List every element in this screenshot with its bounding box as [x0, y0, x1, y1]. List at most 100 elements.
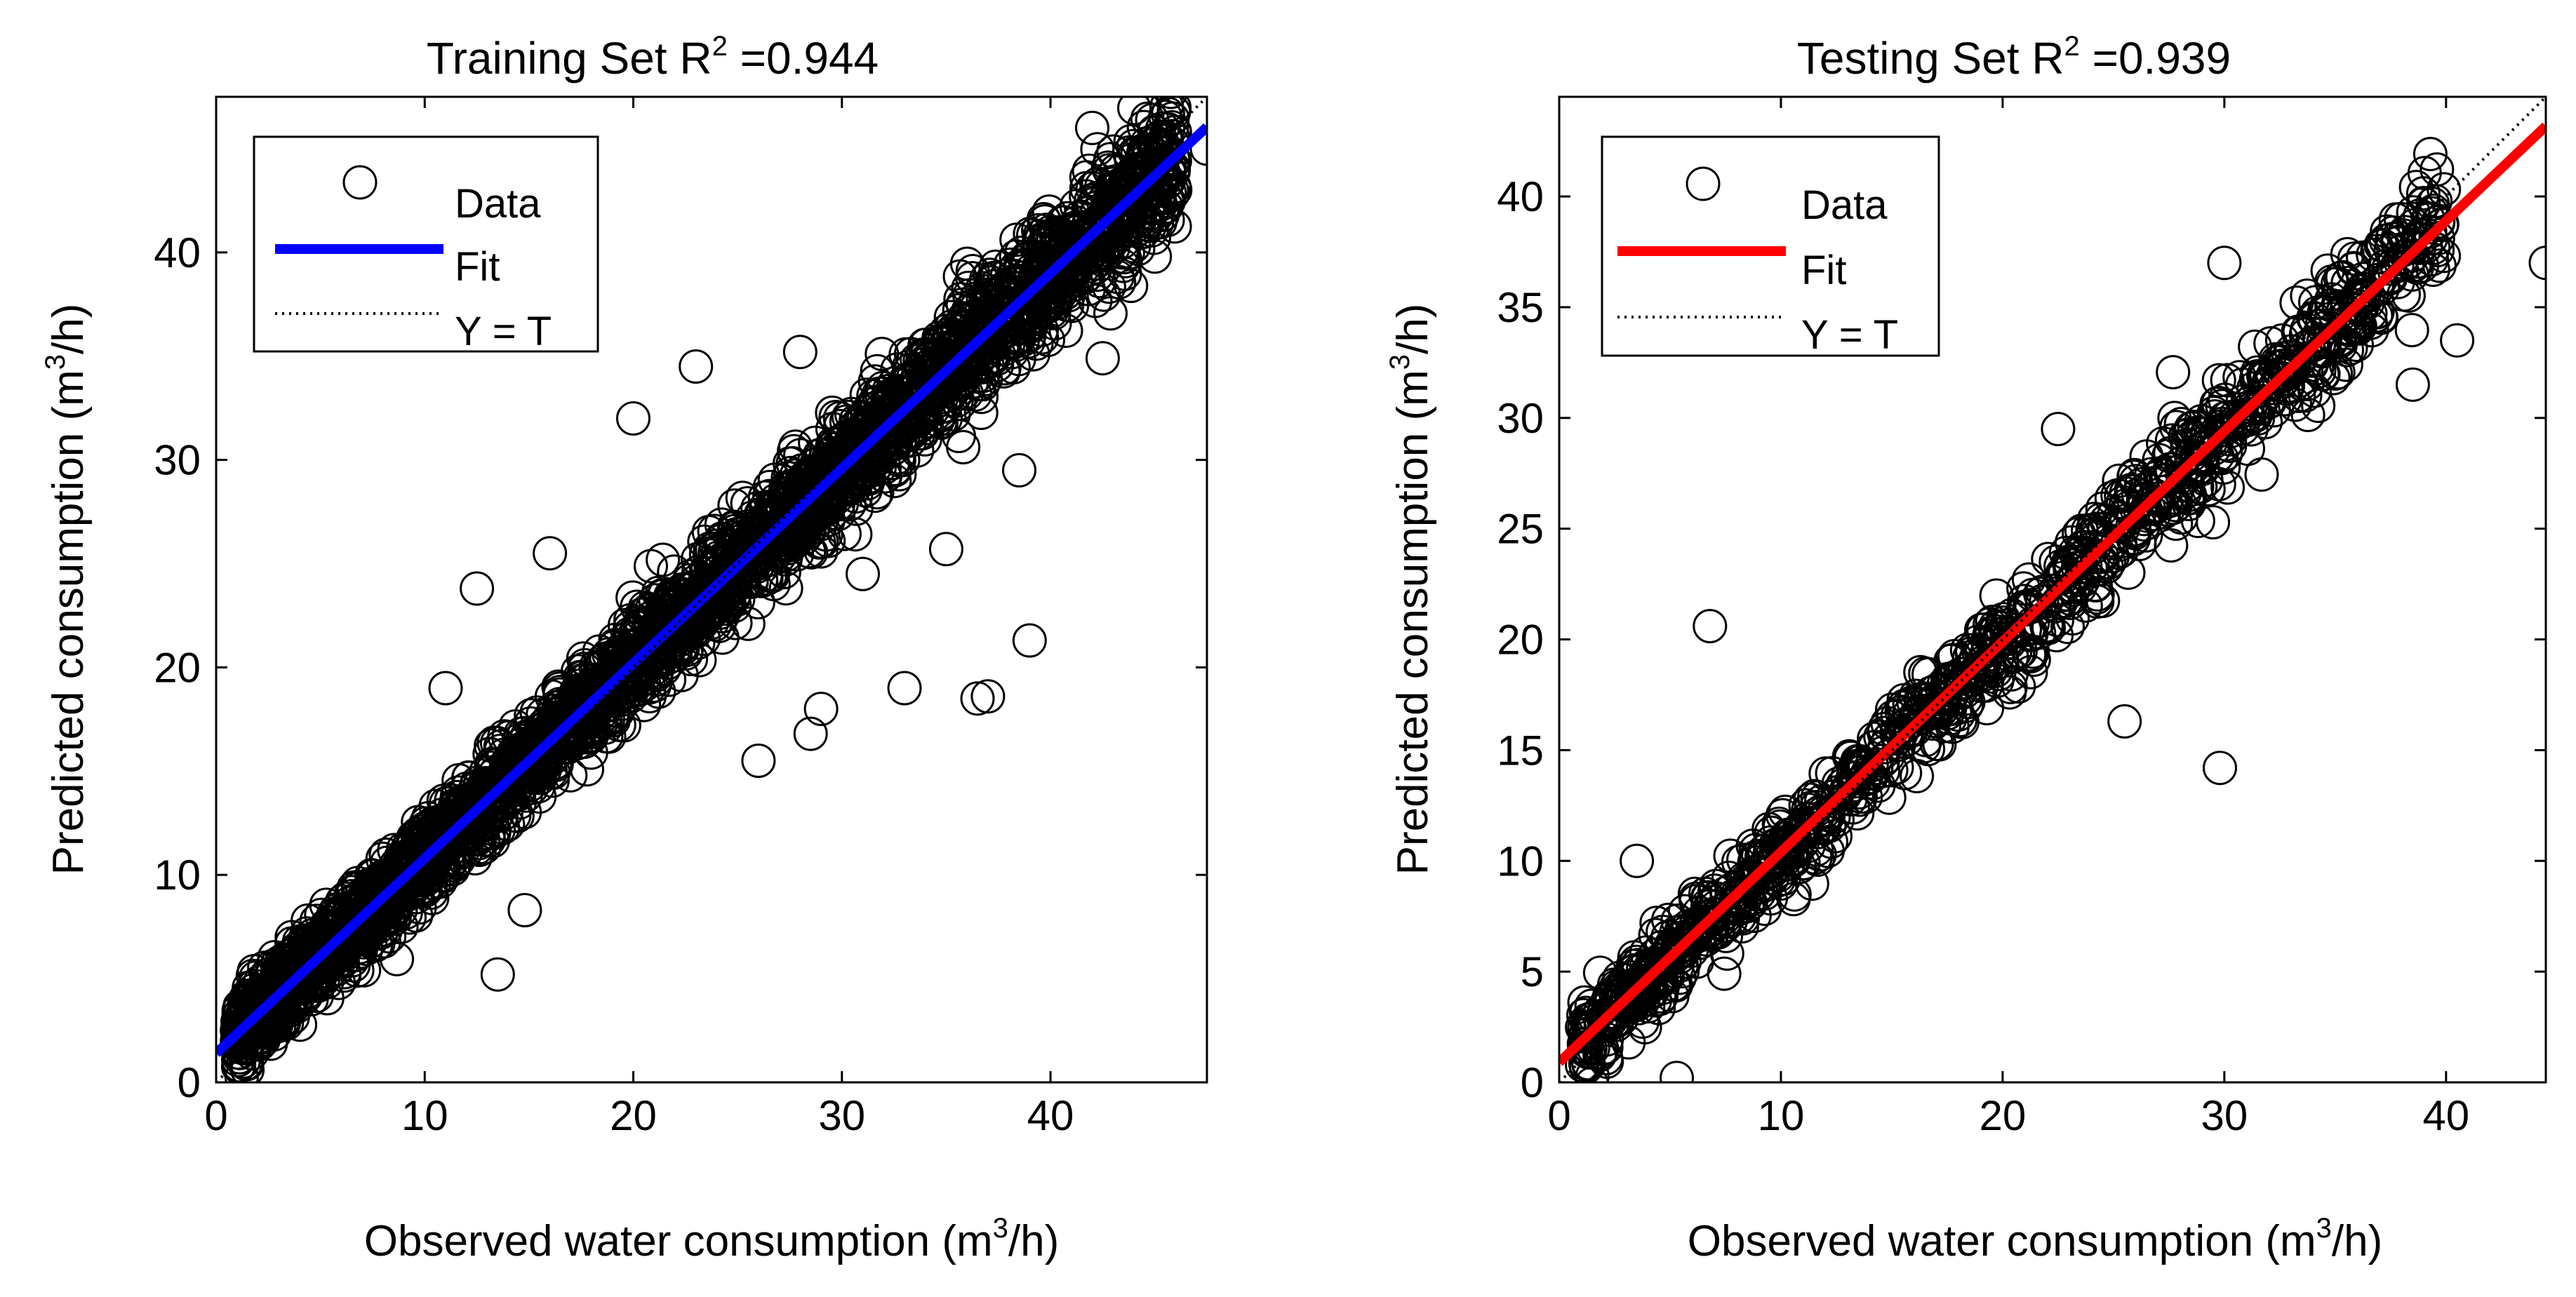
testing-data-point: [2337, 241, 2372, 276]
testing-data-point: [1739, 854, 1774, 889]
training-data-point: [915, 392, 950, 427]
testing-y-axis-label: Predicted consumption (m3/h): [1384, 304, 1437, 875]
testing-data-point: [1747, 892, 1782, 927]
testing-data-point: [2440, 323, 2475, 358]
testing-data-point: [2246, 380, 2281, 415]
training-data-point: [711, 550, 746, 585]
testing-data-point: [2244, 384, 2279, 419]
testing-y-tick-label: 40: [1497, 173, 1544, 220]
training-data-point: [1143, 187, 1178, 222]
training-data-point: [793, 716, 828, 751]
training-data-point: [996, 350, 1031, 385]
training-data-point: [955, 254, 990, 288]
training-data-point: [860, 475, 895, 510]
training-data-point: [803, 692, 839, 727]
training-fit-line: [216, 123, 1207, 1057]
training-data-point: [279, 963, 314, 997]
testing-x-tick-label: 30: [2201, 1092, 2248, 1139]
training-identity-line: [216, 97, 1207, 1082]
training-data-point: [658, 633, 693, 668]
testing-data-point: [2201, 386, 2236, 421]
testing-x-tick-label: 20: [1980, 1092, 2027, 1139]
training-data-point: [989, 258, 1025, 293]
training-data-point: [567, 652, 602, 686]
training-data-point: [507, 893, 542, 927]
testing-data-point: [2338, 288, 2373, 323]
testing-data-point: [2256, 393, 2291, 428]
testing-data-point: [2118, 464, 2154, 499]
training-data-point: [766, 555, 801, 590]
testing-data-point: [2383, 201, 2418, 236]
training-data-point: [533, 700, 568, 735]
testing-lines: [1559, 97, 2546, 1082]
testing-data-point: [1820, 774, 1855, 809]
testing-data-point: [2146, 426, 2181, 461]
testing-data-point: [2281, 344, 2316, 379]
training-data-point: [880, 352, 915, 387]
training-x-tick-label: 40: [1027, 1092, 1074, 1139]
training-data-point: [1039, 285, 1074, 321]
testing-data-point: [2107, 704, 2142, 739]
testing-data-point: [2290, 367, 2325, 402]
training-data-point: [1085, 341, 1120, 376]
training-data-point: [1157, 97, 1192, 125]
training-data-point: [602, 665, 637, 700]
testing-data-point: [1620, 843, 1655, 878]
training-data-point: [1048, 314, 1083, 348]
testing-data-point: [2196, 505, 2231, 539]
training-data-point: [1152, 97, 1175, 101]
testing-data-point: [1602, 960, 1637, 995]
testing-data-point: [1665, 954, 1700, 989]
training-data-point: [376, 876, 411, 910]
training-data-point: [1065, 231, 1100, 266]
training-y-tick-label: 20: [154, 644, 201, 691]
training-data-point: [923, 396, 958, 431]
testing-data-point: [2156, 355, 2191, 390]
testing-data-point: [2279, 285, 2314, 320]
training-data-point: [260, 955, 295, 990]
testing-data-point: [2405, 176, 2441, 211]
testing-plot-frame: [1558, 95, 2547, 1084]
training-legend: Data Fit Y = T: [253, 135, 599, 354]
training-data-point: [811, 502, 846, 537]
training-data-point: [893, 382, 928, 417]
testing-y-tick-label: 10: [1497, 838, 1544, 885]
training-data-point: [970, 679, 1006, 714]
training-data-point: [999, 250, 1034, 285]
testing-data-point: [1693, 609, 1728, 644]
training-data-point: [1151, 112, 1186, 147]
testing-data-point: [1859, 751, 1894, 786]
training-data-point: [954, 302, 989, 337]
testing-data-point: [1597, 996, 1632, 1031]
testing-data-point: [2142, 443, 2177, 478]
testing-data-point: [1992, 675, 2027, 710]
testing-data-point: [2222, 360, 2257, 395]
testing-data-point: [1867, 711, 1902, 746]
testing-data-point: [2078, 567, 2113, 603]
testing-y-tick-label: 35: [1497, 284, 1544, 331]
testing-data-point: [1568, 1046, 1603, 1081]
training-data-point: [1102, 264, 1137, 300]
testing-data-point: [1711, 860, 1747, 895]
training-data-point: [966, 311, 1001, 347]
testing-data-point: [1660, 1061, 1694, 1082]
training-data-point: [976, 260, 1011, 295]
testing-data-point: [2413, 137, 2448, 172]
testing-data-point: [2011, 562, 2046, 597]
training-plot-frame: [215, 95, 1208, 1084]
testing-data-point: [1871, 780, 1907, 815]
training-data-point: [634, 549, 668, 584]
testing-data-point: [1758, 842, 1793, 877]
testing-data-point: [1568, 995, 1603, 1030]
training-x-tick-label: 0: [204, 1092, 227, 1139]
training-data-point: [718, 605, 753, 640]
testing-identity-line: [1559, 97, 2546, 1082]
testing-data-point: [1835, 760, 1870, 795]
training-data-point: [960, 681, 995, 716]
training-data-point: [964, 379, 999, 415]
training-data-point: [705, 566, 740, 601]
training-data-point: [1025, 320, 1060, 355]
testing-x-tick-label: 10: [1758, 1092, 1805, 1139]
training-data-point: [782, 335, 817, 370]
training-data-point: [436, 852, 470, 887]
